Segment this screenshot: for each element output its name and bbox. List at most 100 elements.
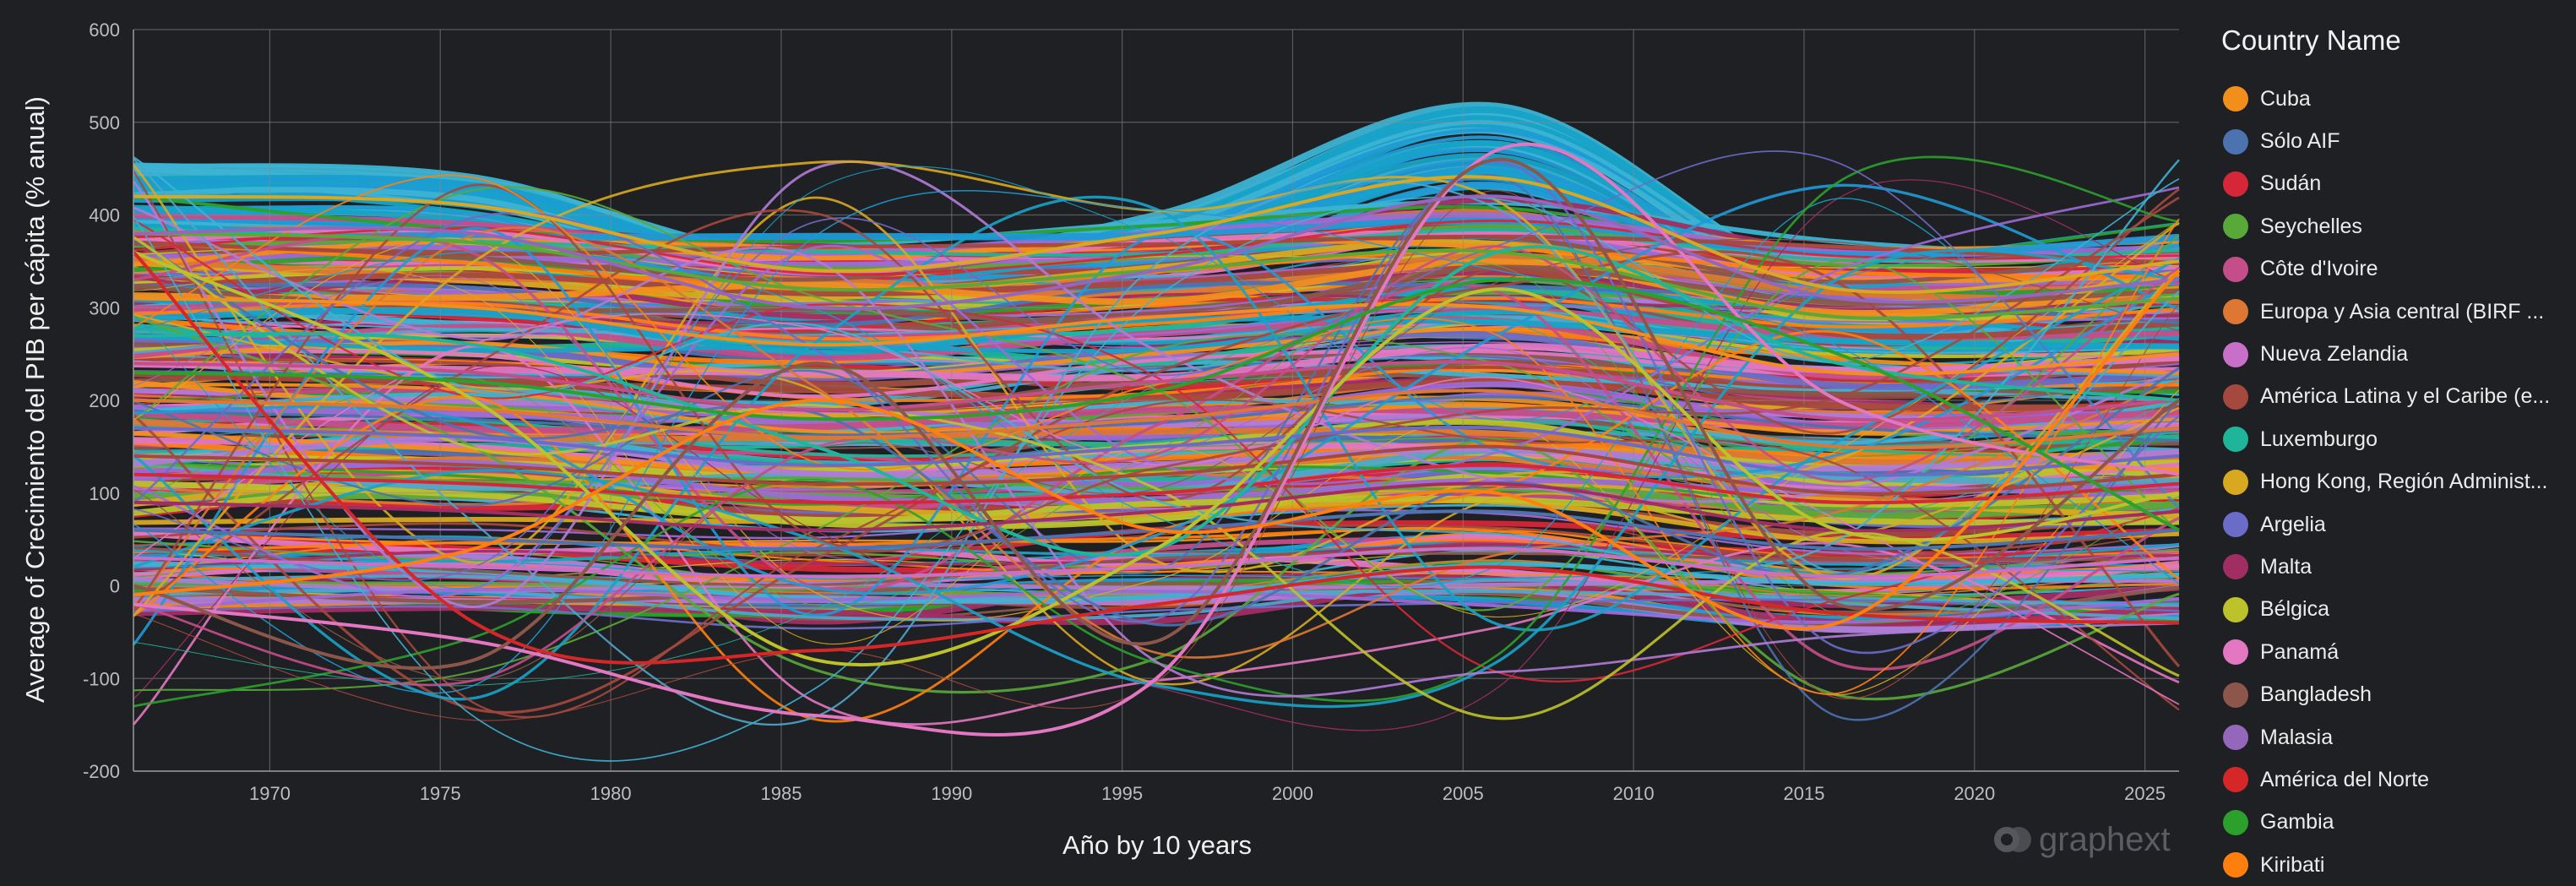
y-tick-label: -100 xyxy=(83,668,120,689)
legend-item[interactable]: Argelia xyxy=(2221,503,2576,546)
x-tick-labels: 1970 1975 1980 1985 1990 1995 2000 2005 2010 2015… xyxy=(249,783,2166,804)
legend-item[interactable]: Kiribati xyxy=(2221,844,2576,886)
legend-item[interactable]: Hong Kong, Región Administ... xyxy=(2221,461,2576,503)
legend-item[interactable]: Sólo AIF xyxy=(2221,120,2576,162)
background-line xyxy=(133,329,2180,723)
series-line-6 xyxy=(133,546,2180,579)
background-line xyxy=(133,233,2180,671)
x-tick-label: 1990 xyxy=(931,783,972,804)
legend-item[interactable]: América del Norte xyxy=(2221,758,2576,801)
graphext-logo-icon xyxy=(1994,827,2031,852)
legend-swatch xyxy=(2223,171,2248,197)
y-tick-label: 600 xyxy=(89,19,120,41)
legend-swatch xyxy=(2223,852,2248,878)
legend-label: Malta xyxy=(2260,554,2312,579)
legend-swatch xyxy=(2223,427,2248,453)
legend-label: Kiribati xyxy=(2260,852,2325,877)
background-line xyxy=(133,155,2180,708)
background-series-lines-overlay xyxy=(132,150,2181,762)
background-line xyxy=(133,446,2180,495)
legend-swatch xyxy=(2223,469,2248,495)
legend-label: Argelia xyxy=(2260,512,2326,536)
legend-item[interactable]: Bangladesh xyxy=(2221,673,2576,715)
legend-label: Sólo AIF xyxy=(2260,129,2340,154)
legend-item[interactable]: Seychelles xyxy=(2221,205,2576,247)
legend-item[interactable]: Cuba xyxy=(2221,78,2576,120)
legend-label: Malasia xyxy=(2260,725,2334,749)
legend-item[interactable]: Gambia xyxy=(2221,802,2576,844)
x-tick-label: 2010 xyxy=(1613,783,1655,804)
background-line xyxy=(133,158,2180,726)
x-tick-label: 1985 xyxy=(760,783,802,804)
series-line-4 xyxy=(133,360,2180,422)
legend-item[interactable]: Sudán xyxy=(2221,163,2576,205)
legend-swatch xyxy=(2223,725,2248,751)
legend-item[interactable]: América Latina y el Caribe (e... xyxy=(2221,376,2576,418)
legend-label: Seychelles xyxy=(2260,214,2362,238)
background-line xyxy=(133,234,2180,692)
background-line xyxy=(133,156,2180,569)
legend-swatch xyxy=(2223,341,2248,367)
legend-item[interactable]: Bélgica xyxy=(2221,589,2576,631)
background-line xyxy=(133,150,2180,581)
series-line-12 xyxy=(133,250,2180,667)
y-tick-label: -200 xyxy=(83,761,120,782)
legend-label: Gambia xyxy=(2260,810,2334,834)
x-tick-label: 2000 xyxy=(1272,783,1313,804)
legend-swatch xyxy=(2223,214,2248,240)
background-line xyxy=(133,190,2180,694)
legend-label: Europa y Asia central (BIRF ... xyxy=(2260,299,2545,323)
y-tick-label: 300 xyxy=(89,297,120,318)
legend-label: Côte d'Ivoire xyxy=(2260,257,2378,281)
legend-label: Luxemburgo xyxy=(2260,427,2378,451)
y-tick-label: 400 xyxy=(89,205,120,226)
series-line-9 xyxy=(133,175,2180,294)
legend-label: Nueva Zelandia xyxy=(2260,342,2409,367)
background-line xyxy=(133,242,2180,279)
x-tick-label: 2025 xyxy=(2124,783,2166,804)
x-tick-label: 1995 xyxy=(1101,783,1143,804)
y-tick-label: 200 xyxy=(89,390,120,411)
legend-swatch xyxy=(2223,682,2248,708)
legend-item[interactable]: Luxemburgo xyxy=(2221,418,2576,460)
legend-swatch xyxy=(2223,299,2248,325)
background-line xyxy=(133,174,2180,695)
y-tick-labels: -200 -100 0 100 200 300 400 500 600 xyxy=(83,19,120,782)
background-line xyxy=(133,313,2180,686)
background-line xyxy=(133,160,2180,655)
background-line xyxy=(133,195,2180,701)
background-line xyxy=(133,313,2180,360)
legend-item[interactable]: Nueva Zelandia xyxy=(2221,333,2576,375)
legend-swatch xyxy=(2223,256,2248,282)
legend-swatch xyxy=(2223,128,2248,155)
legend-swatch xyxy=(2223,596,2248,622)
series-line-16 xyxy=(132,251,2180,665)
legend-label: Panamá xyxy=(2260,639,2340,664)
x-tick-label: 1980 xyxy=(590,783,632,804)
legend-swatch xyxy=(2223,554,2248,580)
legend-item[interactable]: Malta xyxy=(2221,546,2576,588)
y-tick-label: 100 xyxy=(89,483,120,504)
background-line xyxy=(133,559,2180,597)
series-line-15 xyxy=(133,194,2180,311)
legend-item[interactable]: Côte d'Ivoire xyxy=(2221,248,2576,291)
y-axis-title: Average of Crecimiento del PIB per cápit… xyxy=(20,96,50,703)
x-tick-label: 1970 xyxy=(249,783,291,804)
legend-swatch xyxy=(2223,767,2248,793)
background-line xyxy=(133,170,2180,719)
watermark-text: graphext xyxy=(2039,820,2171,858)
legend-item[interactable]: Europa y Asia central (BIRF ... xyxy=(2221,291,2576,333)
background-line xyxy=(133,245,2180,687)
legend-label: Bélgica xyxy=(2260,597,2329,622)
legend: Country Name Cuba Sólo AIF Sudán Seychelles… xyxy=(2221,19,2576,886)
background-line xyxy=(133,206,2180,698)
background-line xyxy=(133,296,2180,341)
legend-item[interactable]: Malasia xyxy=(2221,716,2576,758)
legend-item[interactable]: Panamá xyxy=(2221,631,2576,673)
series-line-5 xyxy=(133,389,2180,450)
series-line-13 xyxy=(133,142,2180,737)
background-line xyxy=(133,395,2180,443)
background-line xyxy=(132,345,2180,726)
background-line xyxy=(133,183,2180,595)
